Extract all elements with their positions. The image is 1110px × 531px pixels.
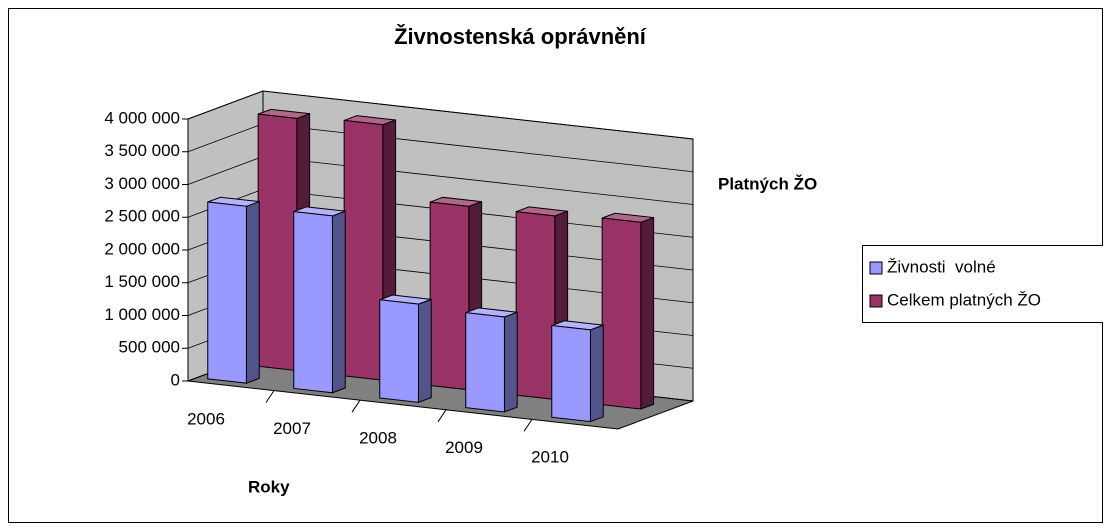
y-tick-label: 4 000 000: [104, 108, 180, 127]
plot: 0 500 000 1 000 000 1 500 000 2 000 000 2 500…: [104, 90, 694, 467]
x-tick: [265, 390, 275, 403]
legend: Živnosti volné Celkem platných ŽO: [862, 245, 1103, 323]
bar: [293, 206, 346, 394]
y-tick-label: 3 000 000: [104, 174, 180, 193]
bar-side: [503, 311, 518, 413]
x-tick-label: 2010: [531, 448, 569, 467]
legend-swatch: [869, 261, 883, 275]
bar-front: [343, 119, 384, 381]
y-tick-label: 0: [171, 370, 180, 389]
legend-label: Živnosti volné: [887, 257, 996, 276]
y-tick-label: 3 500 000: [104, 141, 180, 160]
bar: [379, 294, 432, 404]
x-tick-label: 2007: [273, 419, 311, 438]
x-tick-label: 2008: [359, 428, 397, 447]
legend-swatch: [869, 294, 883, 308]
bar-front: [429, 201, 470, 391]
x-tick: [437, 409, 447, 423]
legend-box: [862, 245, 1103, 323]
bar-front: [379, 299, 419, 403]
y-tick-label: 2 000 000: [104, 239, 180, 258]
bar-front: [257, 113, 298, 372]
bar-front: [465, 312, 505, 413]
bar: [465, 307, 518, 413]
x-axis-title: Roky: [248, 477, 290, 496]
y-tick-label: 2 500 000: [104, 207, 180, 226]
bar: [551, 320, 604, 423]
x-tick-label: 2009: [445, 438, 483, 457]
bar-front: [551, 324, 591, 423]
x-tick: [523, 419, 533, 432]
y-axis-title: Platných ŽO: [718, 174, 817, 193]
bar-front: [515, 211, 556, 400]
bar-side: [331, 210, 346, 394]
legend-label: Celkem platných ŽO: [887, 290, 1041, 309]
bar-side: [245, 200, 260, 384]
grid-line: [187, 90, 694, 140]
bar-side: [640, 216, 655, 410]
y-tick-label: 1 500 000: [104, 272, 180, 291]
bar: [207, 196, 260, 384]
bar-front: [207, 201, 247, 384]
bar: [601, 212, 655, 410]
bar-front: [293, 211, 333, 394]
x-tick-label: 2006: [187, 409, 225, 428]
bar-front: [601, 217, 642, 410]
bar-side: [417, 298, 432, 404]
y-tick-label: 500 000: [119, 338, 180, 357]
y-tick-label: 1 000 000: [104, 305, 180, 324]
bar-side: [589, 324, 604, 423]
chart-title: Živnostenská oprávnění: [394, 24, 647, 49]
x-tick: [351, 399, 361, 413]
